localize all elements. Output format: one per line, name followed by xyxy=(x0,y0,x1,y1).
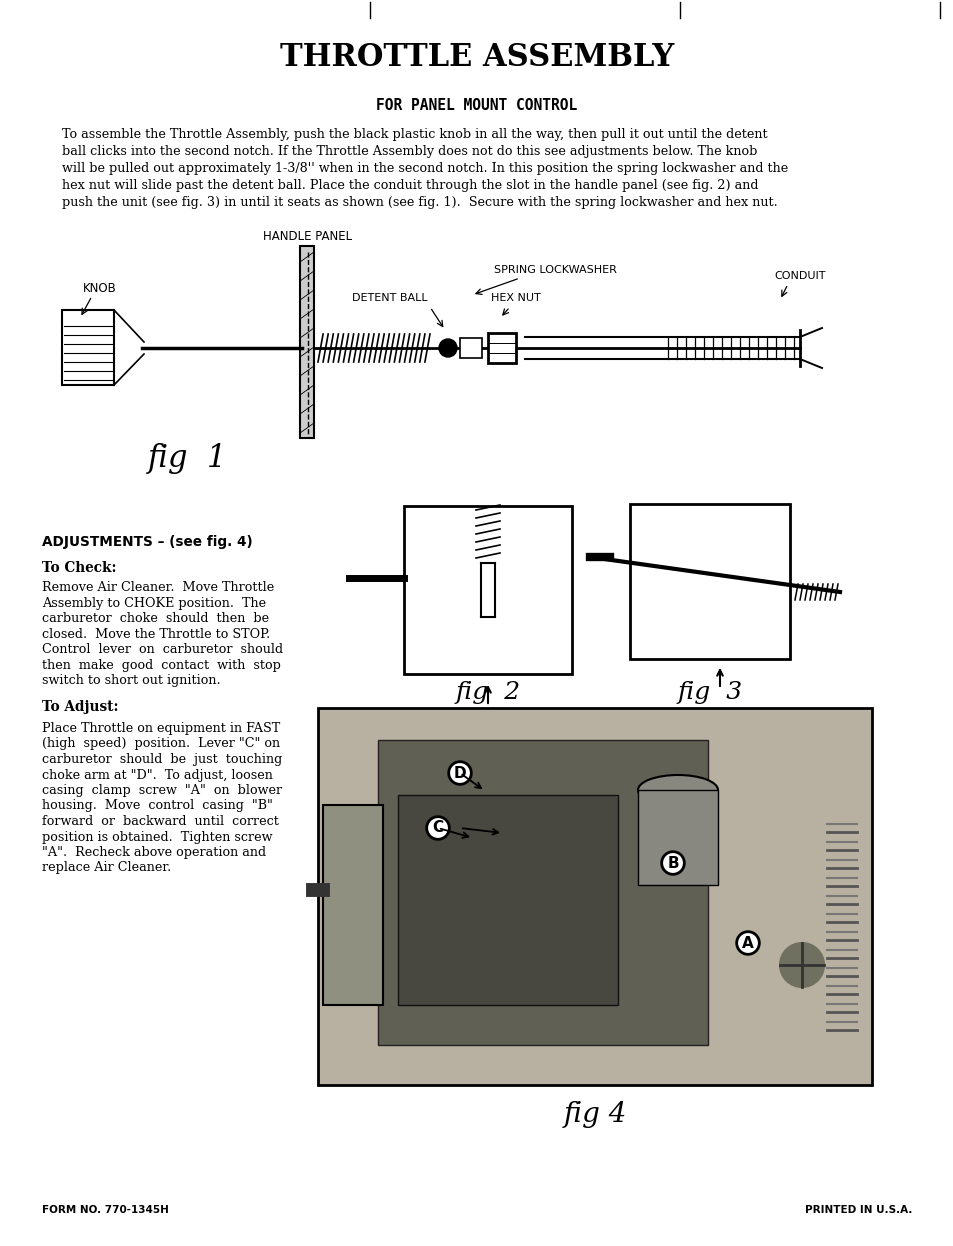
Text: To assemble the Throttle Assembly, push the black plastic knob in all the way, t: To assemble the Throttle Assembly, push … xyxy=(62,128,767,141)
Text: housing.  Move  control  casing  "B": housing. Move control casing "B" xyxy=(42,800,273,812)
Circle shape xyxy=(780,943,823,987)
Text: DETENT BALL: DETENT BALL xyxy=(352,293,427,303)
Text: will be pulled out approximately 1-3/8'' when in the second notch. In this posit: will be pulled out approximately 1-3/8''… xyxy=(62,162,787,174)
Text: push the unit (see fig. 3) in until it seats as shown (see fig. 1).  Secure with: push the unit (see fig. 3) in until it s… xyxy=(62,196,777,209)
Text: PRINTED IN U.S.A.: PRINTED IN U.S.A. xyxy=(803,1205,911,1215)
Bar xyxy=(629,503,789,659)
Text: Remove Air Cleaner.  Move Throttle: Remove Air Cleaner. Move Throttle xyxy=(42,581,274,594)
Bar xyxy=(403,506,572,674)
Text: Control  lever  on  carburetor  should: Control lever on carburetor should xyxy=(42,643,283,655)
Text: ADJUSTMENTS – (see fig. 4): ADJUSTMENTS – (see fig. 4) xyxy=(42,535,253,549)
Bar xyxy=(299,245,314,439)
Bar xyxy=(638,790,718,885)
Bar xyxy=(488,333,516,363)
Text: hex nut will slide past the detent ball. Place the conduit through the slot in t: hex nut will slide past the detent ball.… xyxy=(62,179,758,192)
Text: CONDUIT: CONDUIT xyxy=(774,270,825,282)
Text: casing  clamp  screw  "A"  on  blower: casing clamp screw "A" on blower xyxy=(42,784,282,797)
Text: forward  or  backward  until  correct: forward or backward until correct xyxy=(42,815,278,829)
Text: then  make  good  contact  with  stop: then make good contact with stop xyxy=(42,658,280,672)
Ellipse shape xyxy=(638,775,718,805)
Text: SPRING LOCKWASHER: SPRING LOCKWASHER xyxy=(493,265,616,275)
Text: "A".  Recheck above operation and: "A". Recheck above operation and xyxy=(42,846,266,858)
Text: FOR PANEL MOUNT CONTROL: FOR PANEL MOUNT CONTROL xyxy=(376,97,577,112)
Text: fig  3: fig 3 xyxy=(677,680,741,704)
Text: fig  1: fig 1 xyxy=(148,442,228,473)
Bar xyxy=(459,338,481,358)
Text: replace Air Cleaner.: replace Air Cleaner. xyxy=(42,861,172,875)
Text: D: D xyxy=(454,765,466,780)
Bar xyxy=(323,805,382,1006)
Text: B: B xyxy=(666,856,679,871)
Text: A: A xyxy=(741,936,753,951)
Bar xyxy=(397,795,618,1006)
Text: closed.  Move the Throttle to STOP.: closed. Move the Throttle to STOP. xyxy=(42,628,270,640)
Bar xyxy=(377,740,707,1045)
Text: HEX NUT: HEX NUT xyxy=(491,293,540,303)
Text: carburetor  should  be  just  touching: carburetor should be just touching xyxy=(42,753,282,766)
Text: fig  2: fig 2 xyxy=(455,680,520,704)
Text: Assembly to CHOKE position.  The: Assembly to CHOKE position. The xyxy=(42,597,266,609)
Bar xyxy=(317,708,871,1085)
Text: THROTTLE ASSEMBLY: THROTTLE ASSEMBLY xyxy=(279,42,674,74)
Text: (high  speed)  position.  Lever "C" on: (high speed) position. Lever "C" on xyxy=(42,738,280,750)
Text: choke arm at "D".  To adjust, loosen: choke arm at "D". To adjust, loosen xyxy=(42,769,273,781)
Text: To Check:: To Check: xyxy=(42,561,116,574)
Text: ball clicks into the second notch. If the Throttle Assembly does not do this see: ball clicks into the second notch. If th… xyxy=(62,145,757,158)
Text: FORM NO. 770-1345H: FORM NO. 770-1345H xyxy=(42,1205,169,1215)
Text: carburetor  choke  should  then  be: carburetor choke should then be xyxy=(42,612,269,625)
Bar xyxy=(62,310,113,385)
Circle shape xyxy=(438,339,456,358)
Text: HANDLE PANEL: HANDLE PANEL xyxy=(263,231,353,243)
Text: To Adjust:: To Adjust: xyxy=(42,700,118,714)
Text: C: C xyxy=(432,821,443,836)
Text: Place Throttle on equipment in FAST: Place Throttle on equipment in FAST xyxy=(42,721,280,735)
Text: fig 4: fig 4 xyxy=(562,1101,626,1129)
Text: position is obtained.  Tighten screw: position is obtained. Tighten screw xyxy=(42,831,273,844)
Text: KNOB: KNOB xyxy=(83,282,117,294)
Text: switch to short out ignition.: switch to short out ignition. xyxy=(42,674,220,687)
